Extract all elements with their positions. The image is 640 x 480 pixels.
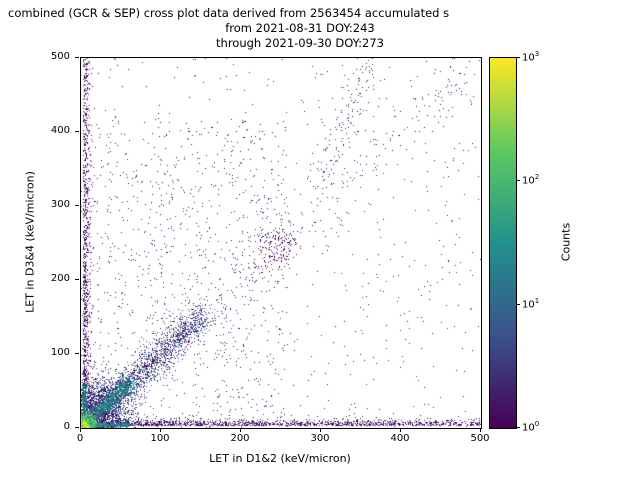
- y-tick-mark: [75, 427, 79, 428]
- colorbar-tick-label: 101: [522, 296, 540, 310]
- x-axis-label: LET in D1&2 (keV/micron): [209, 452, 351, 465]
- x-tick-mark: [240, 428, 241, 432]
- y-tick-label: 0: [63, 421, 70, 432]
- x-tick-label: 300: [310, 433, 330, 444]
- colorbar-tick-label: 102: [522, 173, 540, 187]
- colorbar-tick-label: 100: [522, 420, 540, 434]
- y-tick-mark: [75, 57, 79, 58]
- y-tick-mark: [75, 205, 79, 206]
- x-tick-mark: [400, 428, 401, 432]
- colorbar-tick-mark: [516, 303, 520, 305]
- x-tick-label: 0: [76, 433, 84, 444]
- colorbar-tick-mark: [516, 180, 520, 182]
- y-tick-label: 300: [50, 199, 70, 210]
- colorbar-tick-mark: [516, 57, 520, 58]
- x-tick-label: 100: [150, 433, 170, 444]
- x-tick-mark: [160, 428, 161, 432]
- y-axis-label: LET in D3&4 (keV/micron): [23, 171, 37, 313]
- y-tick-mark: [75, 279, 79, 280]
- x-tick-mark: [320, 428, 321, 432]
- colorbar-tick-label: 103: [522, 50, 540, 64]
- x-tick-label: 500: [470, 433, 490, 444]
- colorbar: [489, 57, 517, 429]
- x-tick-label: 400: [390, 433, 410, 444]
- x-tick-label: 200: [230, 433, 250, 444]
- y-tick-label: 200: [50, 273, 70, 284]
- y-tick-mark: [75, 353, 79, 354]
- chart-title-line-2: from 2021-08-31 DOY:243: [225, 21, 375, 35]
- y-tick-label: 100: [50, 347, 70, 358]
- y-tick-mark: [75, 131, 79, 132]
- x-tick-mark: [480, 428, 481, 432]
- plot-area: [80, 57, 482, 429]
- scatter-canvas: [81, 58, 481, 428]
- x-tick-mark: [80, 428, 81, 432]
- colorbar-tick-mark: [516, 427, 520, 428]
- chart-title-line-1: combined (GCR & SEP) cross plot data der…: [8, 6, 450, 20]
- chart-title-line-3: through 2021-09-30 DOY:273: [216, 36, 384, 50]
- colorbar-label: Counts: [559, 222, 573, 262]
- y-tick-label: 500: [50, 51, 70, 62]
- y-tick-label: 400: [50, 125, 70, 136]
